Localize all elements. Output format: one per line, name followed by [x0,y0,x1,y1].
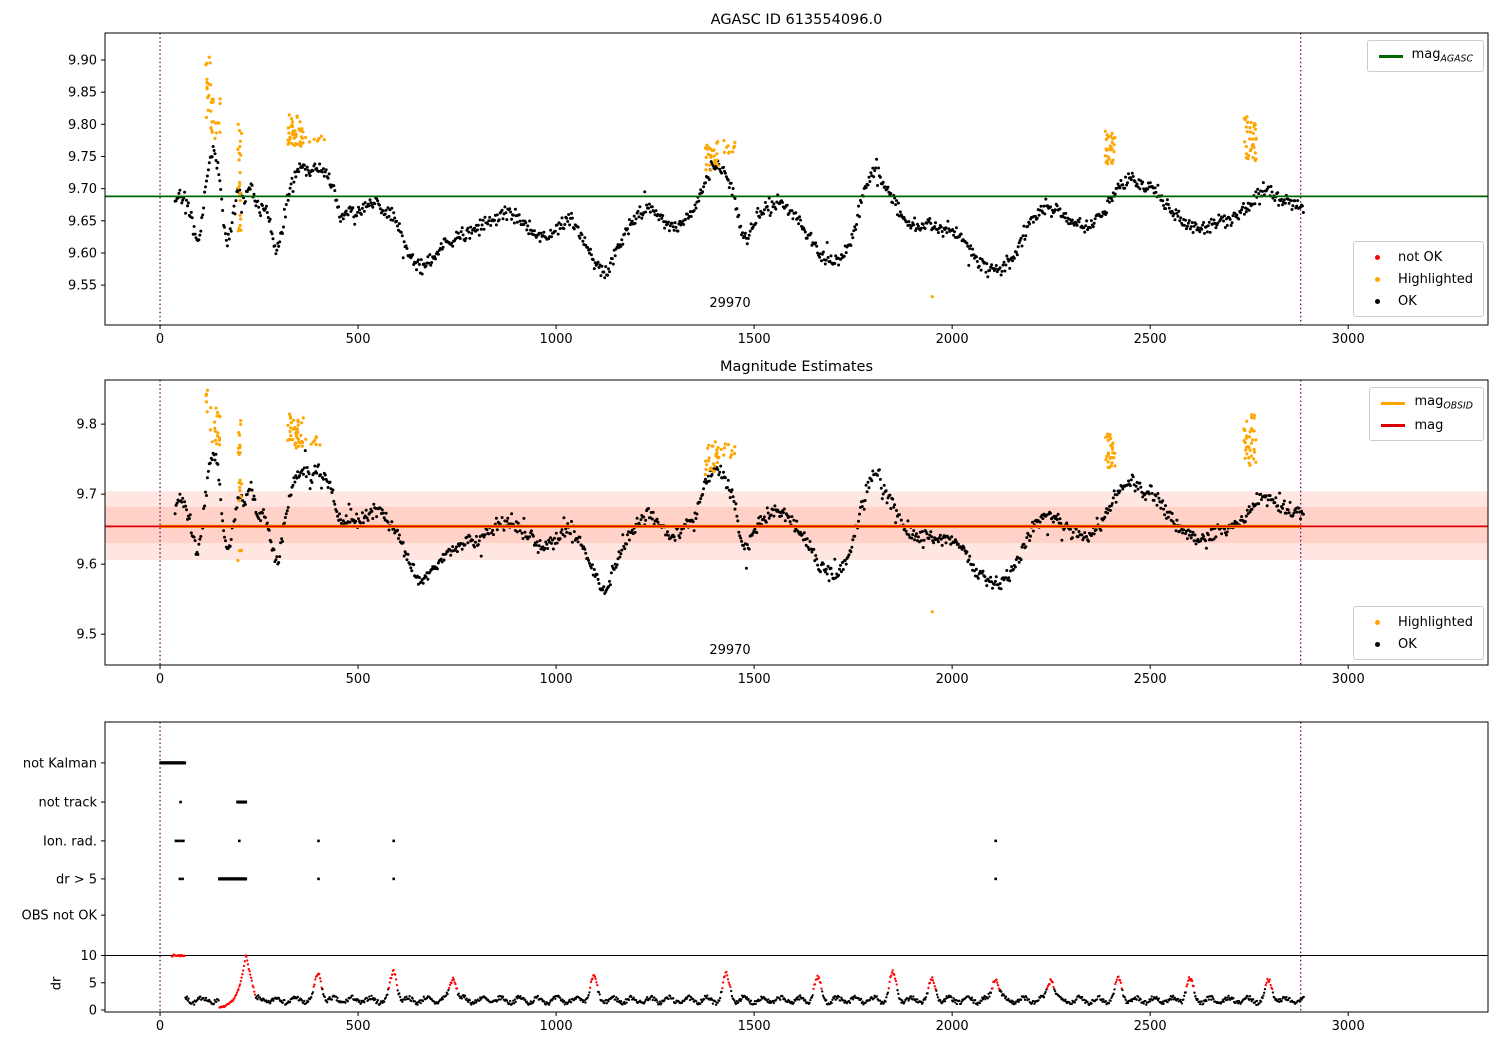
y-tick-label: not track [38,796,97,811]
plot1-title: AGASC ID 613554096.0 [710,12,883,28]
y-tick-label: 9.75 [68,150,97,165]
plot2-points-legend: Highlighted OK [1353,606,1484,660]
x-tick-label: 1000 [540,1019,573,1034]
quality-flag-points [159,761,997,881]
x-tick-label: 500 [346,332,371,347]
y-tick-label: 0 [89,1004,97,1019]
y-tick-label: OBS not OK [22,909,98,924]
p1-highlighted-points [204,55,1258,299]
legend-item: magAGASC [1378,45,1473,67]
legend-dot-marker [1364,619,1390,625]
y-tick-label: 10 [80,949,97,964]
y-tick-label: not Kalman [23,756,97,771]
legend-item: Highlighted [1364,268,1473,290]
x-tick-label: 500 [346,1019,371,1034]
x-tick-label: 2000 [936,672,969,687]
x-tick-label: 1000 [540,672,573,687]
x-tick-label: 2500 [1134,672,1167,687]
legend-dot-marker [1364,298,1390,304]
x-tick-label: 0 [156,672,164,687]
x-tick-label: 3000 [1332,332,1365,347]
legend-item: mag [1380,414,1473,436]
x-tick-label: 1500 [738,672,771,687]
y-tick-label: 9.60 [68,246,97,261]
x-tick-label: 1500 [738,1019,771,1034]
y-tick-label: 9.90 [68,54,97,69]
p2-plot-area [105,380,1488,665]
y-tick-label: 5 [89,976,97,991]
x-tick-label: 1000 [540,332,573,347]
plot1-line-legend: magAGASC [1366,40,1484,72]
plot1-points-legend: not OK Highlighted OK [1353,241,1484,317]
legend-item: not OK [1364,246,1473,268]
legend-label: OK [1398,293,1417,309]
legend-line-marker [1380,401,1406,405]
legend-line-marker [1378,54,1404,58]
y-tick-label: dr > 5 [56,872,97,887]
y-tick-label: 9.8 [76,418,97,433]
x-tick-label: 2000 [936,1019,969,1034]
legend-item: OK [1364,633,1473,655]
p2-highlighted-points [204,388,1258,614]
plot2-line-legend: magOBSID mag [1369,387,1484,441]
y-tick-label: 9.6 [76,558,97,573]
legend-label: OK [1398,636,1417,652]
y-tick-label: 9.65 [68,214,97,229]
x-tick-label: 1500 [738,332,771,347]
legend-dot-marker [1364,276,1390,282]
y-tick-label: 9.55 [68,279,97,294]
x-tick-label: 500 [346,672,371,687]
legend-label: not OK [1398,249,1443,265]
legend-line-marker [1380,423,1406,427]
legend-item: Highlighted [1364,611,1473,633]
p1-ok-points [173,145,1305,280]
p1-plot-area [105,33,1488,325]
y-tick-label: 9.85 [68,86,97,101]
y-tick-label: 9.7 [76,488,97,503]
y-tick-label: 9.70 [68,182,97,197]
x-tick-label: 0 [156,332,164,347]
dr-series-points [170,953,1305,1009]
legend-item: magOBSID [1380,392,1473,414]
plot2-title: Magnitude Estimates [719,359,874,375]
legend-dot-marker [1364,641,1390,647]
y-tick-label: 9.80 [68,118,97,133]
p3-plot-area [105,722,1488,1012]
plot1-obsid-annotation: 29970 [709,296,751,311]
y-tick-label: Ion. rad. [43,834,97,849]
legend-dot-marker [1364,254,1390,260]
x-tick-label: 2000 [936,332,969,347]
x-tick-label: 3000 [1332,672,1365,687]
p3-axes-frame [104,721,1489,1013]
legend-label: magAGASC [1411,47,1473,65]
p2-axes-frame [104,379,1489,666]
dr-axis-label: dr [49,976,65,991]
legend-label: magOBSID [1414,394,1473,412]
legend-label: Highlighted [1398,614,1473,630]
x-tick-label: 0 [156,1019,164,1034]
x-tick-label: 3000 [1332,1019,1365,1034]
p1-axes-frame [104,32,1489,326]
legend-item: OK [1364,290,1473,312]
x-tick-label: 2500 [1134,332,1167,347]
plot2-obsid-annotation: 29970 [709,643,751,658]
y-tick-label: 9.5 [76,628,97,643]
x-tick-label: 2500 [1134,1019,1167,1034]
legend-label: Highlighted [1398,271,1473,287]
legend-label: mag [1414,417,1444,433]
